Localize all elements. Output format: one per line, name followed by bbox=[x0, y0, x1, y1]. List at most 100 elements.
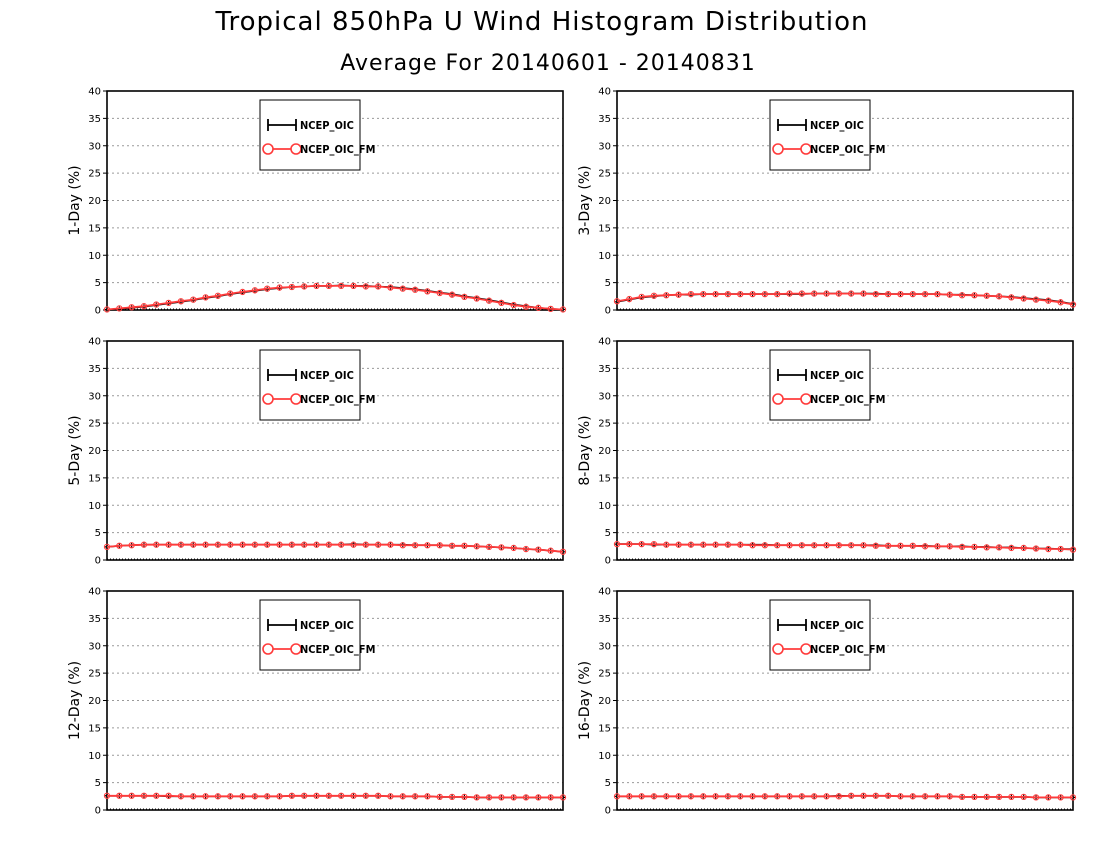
y-tick-label: 30 bbox=[88, 141, 101, 152]
data-point bbox=[1020, 544, 1027, 552]
data-point bbox=[227, 541, 234, 548]
data-point bbox=[177, 298, 185, 305]
data-point bbox=[227, 290, 234, 297]
data-point bbox=[774, 793, 781, 800]
data-point bbox=[774, 542, 781, 549]
data-point bbox=[338, 792, 345, 799]
y-tick-label: 20 bbox=[88, 696, 101, 707]
data-point bbox=[485, 543, 493, 551]
data-point bbox=[872, 542, 879, 549]
data-point bbox=[737, 541, 744, 548]
data-point bbox=[399, 542, 406, 549]
data-point bbox=[374, 792, 382, 799]
legend-marker bbox=[772, 643, 784, 655]
data-point bbox=[165, 299, 172, 307]
legend-marker bbox=[772, 393, 784, 405]
data-point bbox=[473, 295, 480, 302]
y-tick-label: 20 bbox=[598, 196, 611, 207]
data-point bbox=[995, 544, 1003, 551]
data-point bbox=[436, 542, 443, 549]
data-point bbox=[140, 792, 148, 799]
data-point bbox=[1045, 545, 1052, 553]
data-point bbox=[387, 793, 394, 800]
y-tick-label: 15 bbox=[88, 473, 101, 484]
data-point bbox=[897, 542, 904, 549]
data-point bbox=[165, 792, 172, 799]
data-point bbox=[547, 305, 554, 313]
data-point bbox=[510, 301, 517, 309]
data-point bbox=[638, 293, 645, 301]
data-point bbox=[214, 292, 222, 299]
data-point bbox=[103, 543, 111, 551]
data-point bbox=[983, 793, 990, 801]
data-point bbox=[712, 793, 719, 800]
data-point bbox=[638, 793, 645, 800]
data-point bbox=[983, 292, 990, 299]
data-point bbox=[823, 793, 830, 800]
data-point bbox=[995, 793, 1003, 801]
data-point bbox=[338, 541, 345, 548]
data-point bbox=[350, 792, 357, 799]
data-point bbox=[264, 285, 271, 292]
data-point bbox=[202, 793, 209, 800]
data-point bbox=[909, 542, 916, 549]
legend: NCEP_OIC NCEP_OIC_FM bbox=[259, 599, 375, 671]
data-point bbox=[313, 792, 320, 799]
y-tick-label: 35 bbox=[88, 364, 101, 375]
data-point bbox=[798, 542, 806, 549]
legend-box bbox=[259, 99, 361, 171]
data-point bbox=[399, 793, 406, 800]
y-tick-label: 40 bbox=[88, 587, 101, 598]
legend-marker bbox=[800, 143, 812, 155]
data-point bbox=[798, 290, 806, 297]
data-point bbox=[485, 297, 493, 304]
data-point bbox=[522, 794, 530, 801]
data-point bbox=[884, 290, 892, 298]
data-point bbox=[264, 793, 271, 800]
data-point bbox=[301, 541, 308, 548]
legend-marker bbox=[290, 143, 302, 155]
data-point bbox=[921, 793, 929, 800]
y-tick-label: 35 bbox=[88, 614, 101, 625]
data-point bbox=[411, 542, 419, 549]
data-point bbox=[535, 304, 542, 311]
data-point bbox=[971, 292, 978, 299]
y-tick-label: 10 bbox=[88, 501, 101, 512]
data-point bbox=[128, 792, 135, 799]
data-point bbox=[547, 547, 554, 554]
data-point bbox=[872, 290, 879, 298]
data-point bbox=[547, 794, 554, 801]
data-point bbox=[700, 541, 707, 548]
data-point bbox=[650, 292, 658, 299]
data-point bbox=[1020, 295, 1027, 302]
data-point bbox=[823, 542, 830, 549]
data-point bbox=[325, 541, 332, 548]
data-point bbox=[971, 793, 978, 801]
data-point bbox=[473, 543, 480, 550]
data-point bbox=[276, 284, 283, 291]
data-point bbox=[946, 291, 953, 298]
y-axis-label: 12-Day (%) bbox=[67, 661, 83, 740]
data-point bbox=[202, 294, 209, 301]
y-tick-label: 40 bbox=[88, 337, 101, 348]
data-point bbox=[522, 545, 530, 553]
y-tick-label: 25 bbox=[88, 669, 101, 680]
legend-label: NCEP_OIC_FM bbox=[300, 393, 375, 406]
chart-subtitle: Average For 20140601 - 20140831 bbox=[340, 51, 756, 76]
data-point bbox=[1057, 794, 1064, 801]
data-point bbox=[786, 793, 793, 800]
data-point bbox=[749, 793, 756, 800]
data-point bbox=[1045, 297, 1052, 304]
data-point bbox=[559, 306, 567, 313]
data-point bbox=[190, 541, 197, 548]
data-point bbox=[116, 305, 123, 312]
data-point bbox=[761, 542, 769, 549]
legend-label: NCEP_OIC bbox=[810, 619, 864, 632]
y-tick-label: 15 bbox=[598, 473, 611, 484]
series-line-NCEP_OIC_FM bbox=[106, 284, 564, 311]
data-point bbox=[153, 541, 160, 548]
data-point bbox=[663, 541, 670, 548]
y-tick-label: 25 bbox=[88, 419, 101, 430]
y-tick-label: 0 bbox=[95, 556, 101, 567]
